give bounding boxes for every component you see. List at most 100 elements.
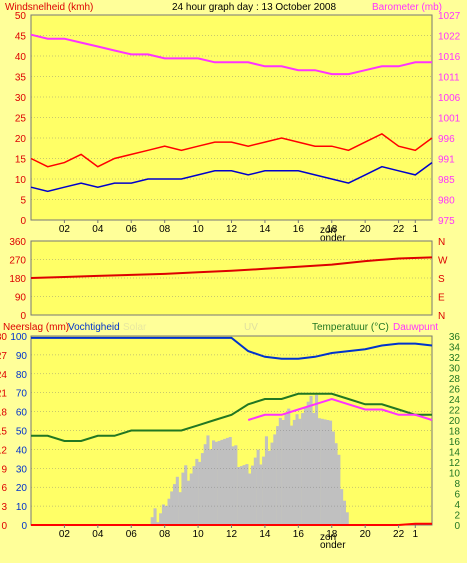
sunshine-bar xyxy=(181,472,185,525)
barometer-axis-tick: 1016 xyxy=(438,52,461,63)
rain-axis-tick: 24 xyxy=(0,370,7,381)
temperature-axis-tick: 24 xyxy=(449,395,461,406)
sunshine-bar xyxy=(273,434,277,525)
sunshine-bar xyxy=(278,417,282,525)
rain-axis-tick: 15 xyxy=(0,427,7,438)
sunshine-bar xyxy=(214,441,218,525)
weather-x-tick: 14 xyxy=(259,529,271,540)
weather-x-tick: 1 xyxy=(413,529,419,540)
temperature-axis-tick: 18 xyxy=(449,427,461,438)
rain-axis-tick: 18 xyxy=(0,408,7,419)
sunshine-bar xyxy=(292,419,296,525)
sunshine-bar xyxy=(337,454,341,525)
temperature-line xyxy=(31,392,432,442)
rain-axis-tick: 21 xyxy=(0,389,7,400)
sunshine-bar xyxy=(220,439,224,525)
sunshine-bar xyxy=(295,414,299,525)
temperature-axis-tick: 4 xyxy=(454,500,460,511)
sunshine-bar xyxy=(323,419,327,525)
sunshine-bar xyxy=(270,442,274,525)
rain-axis-tick: 3 xyxy=(1,502,7,513)
rain-axis-tick: 9 xyxy=(1,464,7,475)
sunshine-bar xyxy=(303,407,307,525)
compass-axis-tick: N xyxy=(438,311,445,322)
sunshine-bar xyxy=(326,420,330,525)
barometer-axis-label: Barometer (mb) xyxy=(372,2,442,13)
wind-axis-tick: 50 xyxy=(15,11,27,22)
temperature-axis-tick: 6 xyxy=(454,490,460,501)
temperature-axis-tick: 28 xyxy=(449,374,461,385)
sunshine-bar xyxy=(245,464,249,525)
sunshine-bars xyxy=(150,394,349,525)
temperature-axis-tick: 16 xyxy=(449,437,461,448)
sunshine-bar xyxy=(284,414,288,525)
sunshine-bar xyxy=(234,445,238,525)
sunshine-bar xyxy=(150,517,154,525)
sunshine-bar xyxy=(228,437,232,525)
sunshine-bar xyxy=(251,465,255,525)
weather-x-tick: 22 xyxy=(393,529,405,540)
sunshine-bar xyxy=(159,513,163,525)
sunshine-bar xyxy=(156,522,160,525)
sunshine-bar xyxy=(264,436,268,525)
humidity-axis-tick: 60 xyxy=(16,408,28,419)
sunset-label-bottom-line2: onder xyxy=(320,540,346,551)
sunshine-bar xyxy=(209,449,213,525)
direction-axis-tick: 180 xyxy=(9,274,26,285)
sunshine-bar xyxy=(237,467,241,525)
temperature-axis-tick: 36 xyxy=(449,332,461,343)
sunshine-bar xyxy=(195,458,199,525)
wind-axis-tick: 5 xyxy=(20,196,26,207)
sunshine-bar xyxy=(253,457,257,525)
sunshine-bar xyxy=(259,464,263,525)
sunshine-bar xyxy=(223,438,227,525)
humidity-axis-tick: 10 xyxy=(16,502,28,513)
weather-x-tick: 02 xyxy=(59,529,71,540)
sunshine-bar xyxy=(192,466,196,525)
x-axis-ticks-wind: 02 04 06 08 10 12 14 16 18 20 22 1 xyxy=(59,220,419,235)
temperature-axis-tick: 8 xyxy=(454,479,460,490)
barometer-axis-tick: 996 xyxy=(438,134,455,145)
temperature-axis-tick: 22 xyxy=(449,406,461,417)
rain-axis-label: Neerslag (mm) xyxy=(3,322,69,333)
sunshine-bar xyxy=(184,465,188,525)
wind-axis-tick: 25 xyxy=(15,114,27,125)
sunshine-bar xyxy=(189,473,193,525)
compass-axis-tick: E xyxy=(438,293,445,304)
sunshine-bar xyxy=(198,461,202,525)
sunshine-bar xyxy=(206,435,210,525)
sunshine-bar xyxy=(248,473,252,525)
wind-direction-line xyxy=(30,256,433,279)
direction-axis-tick: 360 xyxy=(9,237,26,248)
humidity-axis-tick: 90 xyxy=(16,351,28,362)
temperature-axis-tick: 0 xyxy=(454,521,460,532)
barometer-series xyxy=(30,33,432,76)
wind-x-tick: 14 xyxy=(259,224,271,235)
wind-x-tick: 12 xyxy=(226,224,238,235)
humidity-axis-tick: 30 xyxy=(16,464,28,475)
weather-x-tick: 18 xyxy=(326,529,338,540)
barometer-axis-tick: 1022 xyxy=(438,32,461,43)
barometer-axis-tick: 1001 xyxy=(438,114,461,125)
sunshine-bar xyxy=(212,440,216,525)
sunshine-bar xyxy=(281,420,285,525)
humidity-axis-tick: 50 xyxy=(16,427,28,438)
barometer-axis-tick: 1006 xyxy=(438,93,461,104)
wind-axis-tick: 10 xyxy=(15,175,27,186)
weather-x-tick: 12 xyxy=(226,529,238,540)
direction-axis-tick: 270 xyxy=(9,256,26,267)
rain-axis-tick: 6 xyxy=(1,483,7,494)
sunshine-bar xyxy=(173,484,177,525)
barometer-axis-tick: 1027 xyxy=(438,11,461,22)
solar-axis-label: Solar xyxy=(123,322,147,333)
sunshine-bar xyxy=(167,498,171,525)
wind-x-tick: 20 xyxy=(360,224,372,235)
sunset-label-line1: zon xyxy=(320,225,336,236)
sunshine-bar xyxy=(306,401,310,525)
chart-title: 24 hour graph day : 13 October 2008 xyxy=(172,2,336,13)
weather-axis-ticks: 0102030405060708090100036912151821242730… xyxy=(0,332,460,532)
barometer-line xyxy=(30,33,432,76)
sunshine-bar xyxy=(231,446,235,525)
